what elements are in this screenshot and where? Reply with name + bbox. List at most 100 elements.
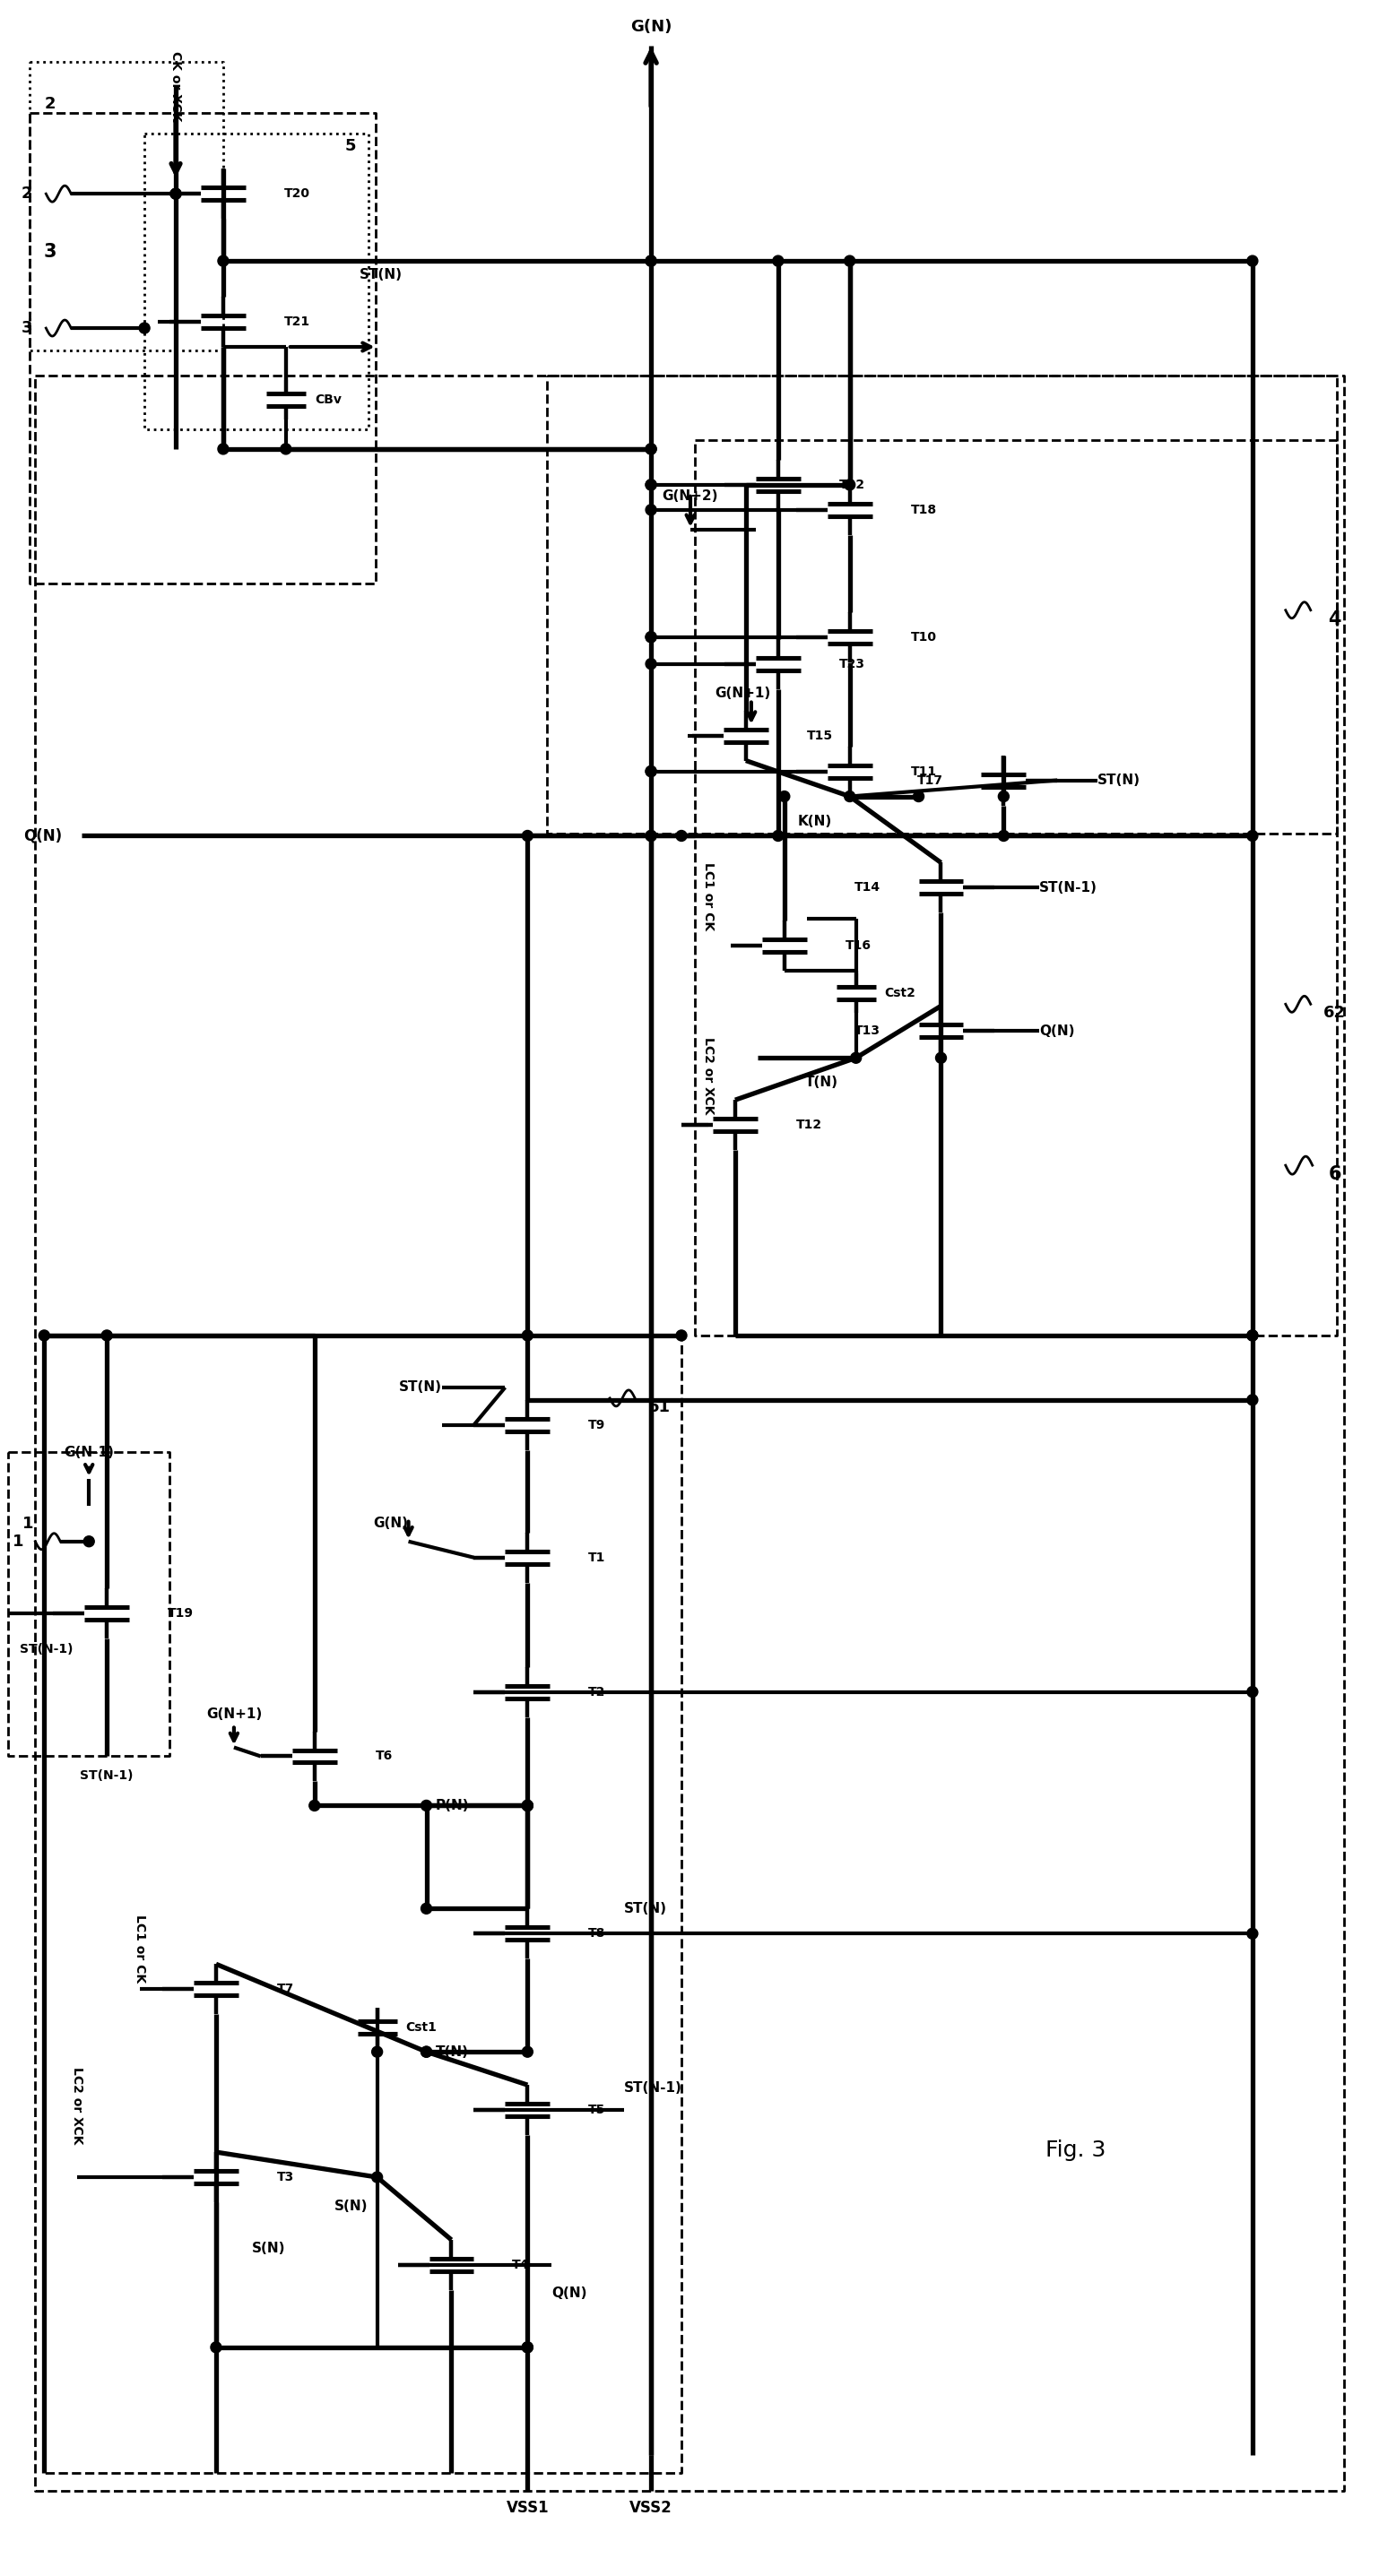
Text: ST(N-1): ST(N-1)	[1040, 881, 1098, 894]
Text: ST(N): ST(N)	[360, 268, 403, 281]
Circle shape	[772, 829, 783, 842]
Text: P(N): P(N)	[436, 1798, 469, 1814]
Text: Q(N): Q(N)	[1040, 1025, 1074, 1038]
Text: VSS2: VSS2	[630, 2499, 673, 2517]
Circle shape	[372, 2172, 382, 2182]
Circle shape	[998, 791, 1009, 801]
Circle shape	[84, 1535, 94, 1546]
Text: ST(N): ST(N)	[399, 1381, 441, 1394]
Circle shape	[935, 1054, 946, 1064]
Circle shape	[421, 2045, 432, 2058]
Text: 5: 5	[345, 139, 356, 155]
Circle shape	[676, 829, 687, 842]
Circle shape	[421, 1801, 432, 1811]
Text: G(N): G(N)	[630, 18, 672, 36]
Text: T4: T4	[512, 2259, 530, 2272]
Circle shape	[645, 479, 656, 489]
Circle shape	[102, 1329, 112, 1342]
Text: T21: T21	[284, 314, 310, 327]
Text: T8: T8	[589, 1927, 605, 1940]
Text: G(N+2): G(N+2)	[662, 489, 718, 502]
Text: 6: 6	[1328, 1164, 1342, 1182]
Text: 1: 1	[12, 1533, 23, 1551]
Circle shape	[645, 255, 656, 265]
Text: G(N-1): G(N-1)	[63, 1445, 114, 1458]
Circle shape	[421, 2045, 432, 2058]
Circle shape	[280, 443, 291, 453]
Text: T10: T10	[910, 631, 936, 644]
Circle shape	[523, 2342, 532, 2352]
Text: Q(N): Q(N)	[552, 2287, 587, 2300]
Text: 3: 3	[21, 319, 33, 335]
Circle shape	[139, 322, 150, 332]
Text: T14: T14	[854, 881, 880, 894]
Circle shape	[645, 829, 656, 842]
Circle shape	[1247, 1929, 1258, 1940]
Text: ST(N): ST(N)	[1098, 773, 1140, 788]
Circle shape	[772, 255, 783, 265]
Circle shape	[1247, 1394, 1258, 1406]
Text: T11: T11	[910, 765, 936, 778]
Circle shape	[39, 1329, 50, 1342]
Circle shape	[779, 791, 790, 801]
Text: T16: T16	[845, 940, 872, 953]
Circle shape	[645, 479, 656, 489]
Text: T9: T9	[589, 1419, 605, 1432]
Circle shape	[645, 443, 656, 453]
Circle shape	[645, 631, 656, 641]
Circle shape	[645, 765, 656, 778]
Circle shape	[851, 1054, 862, 1064]
Circle shape	[645, 829, 656, 842]
Text: T(N): T(N)	[436, 2045, 469, 2058]
Circle shape	[645, 765, 656, 778]
Circle shape	[1247, 255, 1258, 265]
Circle shape	[211, 2342, 222, 2352]
Text: 61: 61	[648, 1399, 670, 1414]
Circle shape	[844, 791, 855, 801]
Text: T13: T13	[854, 1025, 880, 1038]
Circle shape	[523, 1801, 532, 1811]
Text: T2: T2	[589, 1685, 605, 1698]
Text: T6: T6	[375, 1749, 393, 1762]
Text: T15: T15	[807, 729, 833, 742]
Circle shape	[844, 255, 855, 265]
Circle shape	[645, 505, 656, 515]
Circle shape	[171, 188, 181, 198]
Circle shape	[645, 255, 656, 265]
Text: 62: 62	[1324, 1005, 1346, 1020]
Text: T1: T1	[589, 1551, 605, 1564]
Text: G(N): G(N)	[374, 1517, 408, 1530]
Text: S(N): S(N)	[335, 2200, 368, 2213]
Text: LC1 or CK: LC1 or CK	[134, 1914, 146, 1984]
Circle shape	[1247, 1329, 1258, 1342]
Text: 1: 1	[22, 1515, 33, 1533]
Circle shape	[309, 1801, 320, 1811]
Text: LC1 or CK: LC1 or CK	[702, 863, 714, 930]
Text: T19: T19	[168, 1607, 193, 1620]
Text: G(N+1): G(N+1)	[714, 685, 771, 701]
Text: T5: T5	[589, 2105, 605, 2117]
Text: LC2 or XCK: LC2 or XCK	[72, 2066, 84, 2143]
Text: 2: 2	[21, 185, 33, 201]
Circle shape	[218, 443, 229, 453]
Text: T17: T17	[917, 773, 943, 786]
Circle shape	[523, 2045, 532, 2058]
Text: G(N+1): G(N+1)	[205, 1708, 262, 1721]
Text: ST(N-1): ST(N-1)	[80, 1770, 134, 1783]
Circle shape	[1247, 829, 1258, 842]
Text: ST(N-1): ST(N-1)	[625, 2081, 683, 2094]
Circle shape	[372, 2045, 382, 2058]
Text: K(N): K(N)	[797, 814, 832, 827]
Text: 4: 4	[1328, 611, 1342, 629]
Circle shape	[645, 443, 656, 453]
Circle shape	[645, 631, 656, 641]
Text: T3: T3	[277, 2172, 294, 2184]
Text: T(N): T(N)	[805, 1077, 838, 1090]
Text: Cst2: Cst2	[884, 987, 916, 999]
Text: T18: T18	[910, 502, 936, 515]
Text: CK or XCK: CK or XCK	[170, 52, 182, 121]
Circle shape	[523, 1801, 532, 1811]
Text: S(N): S(N)	[252, 2241, 285, 2257]
Text: 2: 2	[46, 95, 57, 113]
Text: 3: 3	[44, 242, 57, 260]
